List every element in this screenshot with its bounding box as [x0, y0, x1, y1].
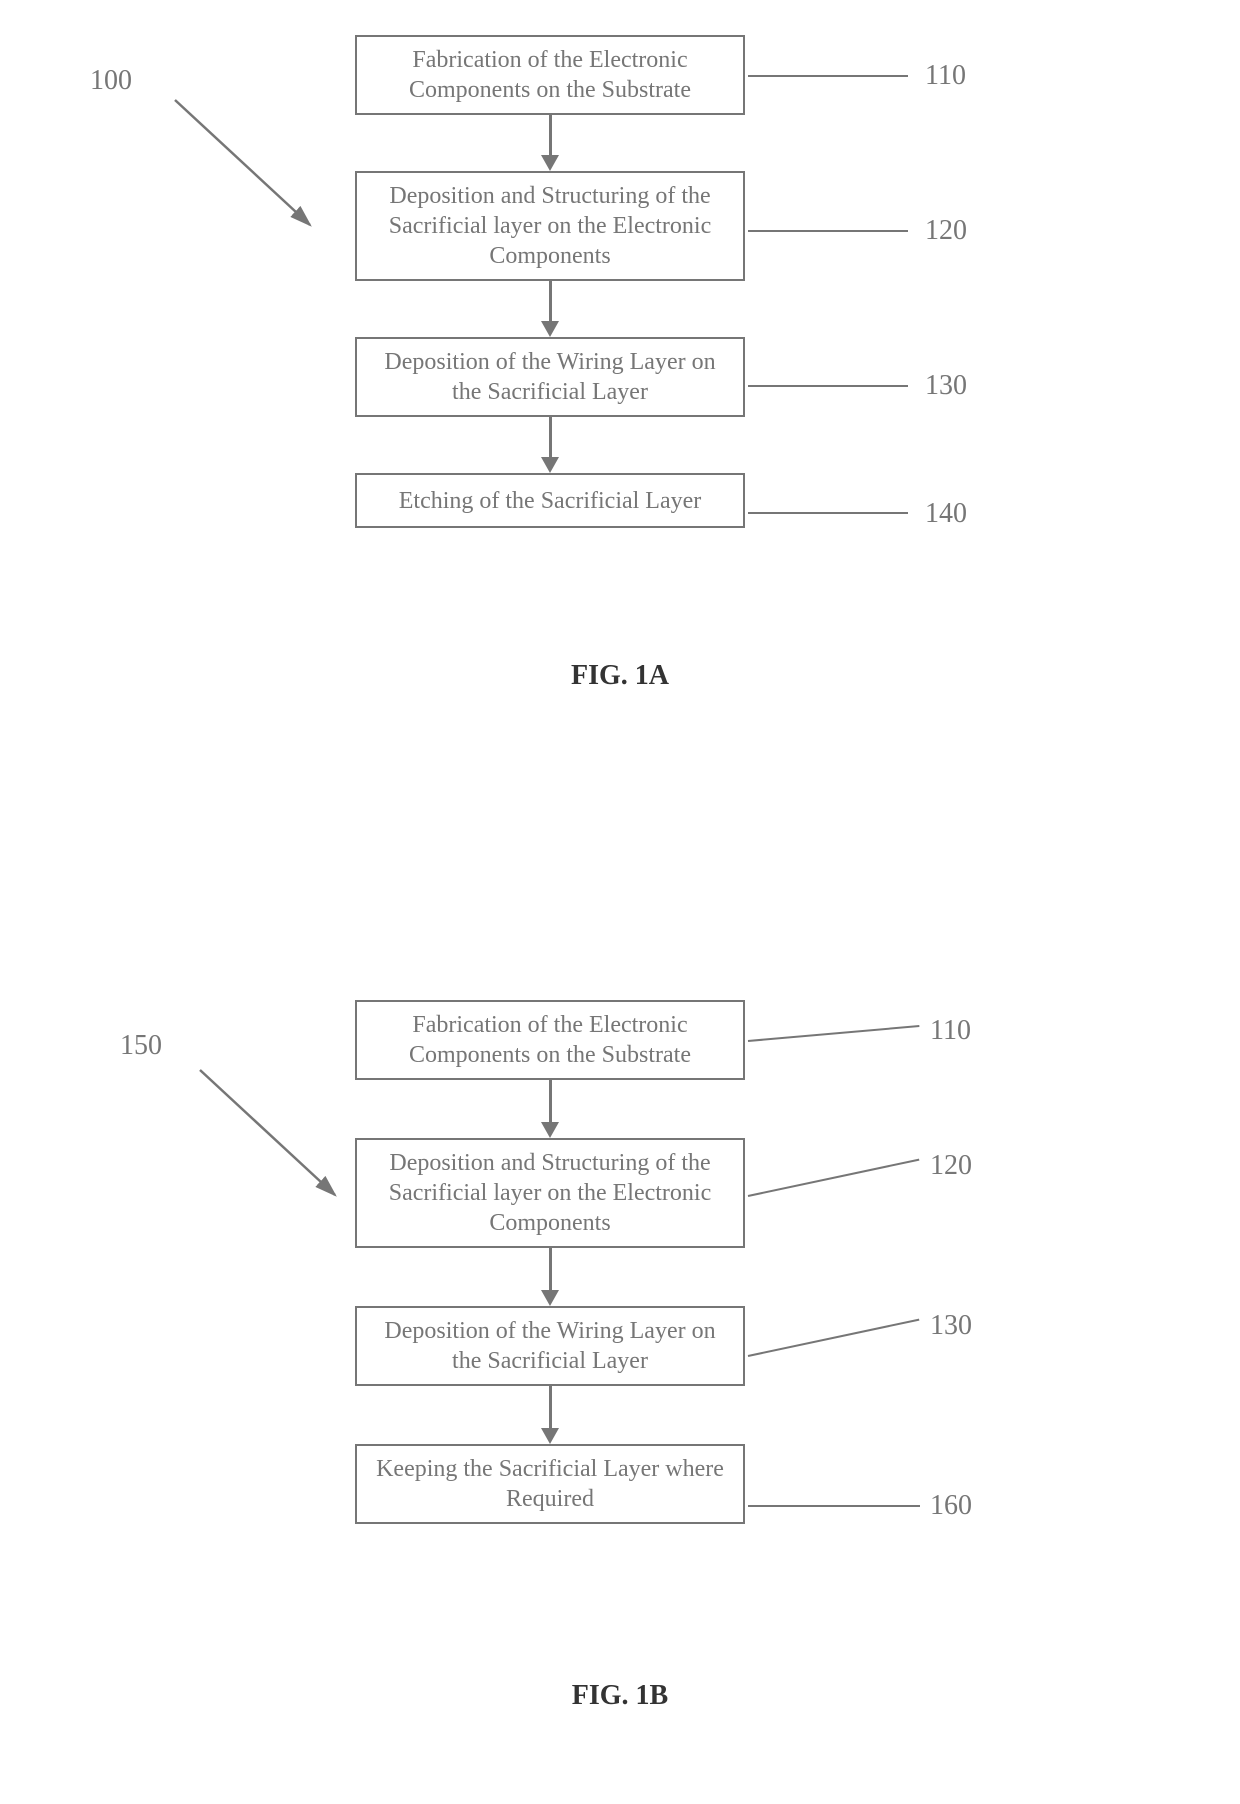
connector-120a: [748, 230, 908, 232]
node-a-1: Deposition and Structuring of the Sacrif…: [355, 171, 745, 281]
arrow-shaft: [549, 1386, 552, 1428]
arrow-b-1: [541, 1248, 559, 1306]
arrow-a-0: [541, 115, 559, 171]
arrow-head-icon: [541, 1428, 559, 1444]
arrow-b-0: [541, 1080, 559, 1138]
arrow-head-icon: [541, 321, 559, 337]
node-text: Deposition and Structuring of the Sacrif…: [375, 181, 725, 271]
connector-130b: [748, 1319, 920, 1357]
ref-label-130a: 130: [925, 370, 967, 402]
connector-120b: [748, 1159, 920, 1197]
connector-110b: [748, 1025, 920, 1042]
arrow-shaft: [549, 417, 552, 457]
node-b-0: Fabrication of the Electronic Components…: [355, 1000, 745, 1080]
ref-label-110b: 110: [930, 1015, 971, 1047]
node-text: Keeping the Sacrificial Layer where Requ…: [375, 1454, 725, 1514]
flowchart-b: Fabrication of the Electronic Components…: [355, 1000, 745, 1524]
node-b-1: Deposition and Structuring of the Sacrif…: [355, 1138, 745, 1248]
node-text: Deposition of the Wiring Layer on the Sa…: [375, 347, 725, 407]
node-text: Fabrication of the Electronic Components…: [375, 45, 725, 105]
node-a-3: Etching of the Sacrificial Layer: [355, 473, 745, 528]
arrow-b-2: [541, 1386, 559, 1444]
node-b-3: Keeping the Sacrificial Layer where Requ…: [355, 1444, 745, 1524]
node-a-0: Fabrication of the Electronic Components…: [355, 35, 745, 115]
caption-fig1a: FIG. 1A: [520, 660, 720, 692]
arrow-a-1: [541, 281, 559, 337]
arrow-head-icon: [541, 155, 559, 171]
node-b-2: Deposition of the Wiring Layer on the Sa…: [355, 1306, 745, 1386]
ref-label-150: 150: [120, 1030, 162, 1062]
arrow-shaft: [549, 281, 552, 321]
ref-label-160b: 160: [930, 1490, 972, 1522]
node-text: Fabrication of the Electronic Components…: [375, 1010, 725, 1070]
arrow-head-icon: [541, 457, 559, 473]
connector-110a: [748, 75, 908, 77]
node-text: Deposition and Structuring of the Sacrif…: [375, 1148, 725, 1238]
arrow-head-icon: [541, 1290, 559, 1306]
ref-label-120a: 120: [925, 215, 967, 247]
ref-label-140a: 140: [925, 498, 967, 530]
ref-label-120b: 120: [930, 1150, 972, 1182]
connector-130a: [748, 385, 908, 387]
connector-160b: [748, 1505, 920, 1507]
node-text: Deposition of the Wiring Layer on the Sa…: [375, 1316, 725, 1376]
ref-label-100: 100: [90, 65, 132, 97]
arrow-shaft: [549, 1248, 552, 1290]
ref-label-110a: 110: [925, 60, 966, 92]
arrow-a-2: [541, 417, 559, 473]
arrow-shaft: [549, 1080, 552, 1122]
ref-label-130b: 130: [930, 1310, 972, 1342]
flowchart-a: Fabrication of the Electronic Components…: [355, 35, 745, 528]
arrow-head-icon: [541, 1122, 559, 1138]
caption-fig1b: FIG. 1B: [520, 1680, 720, 1712]
connector-140a: [748, 512, 908, 514]
node-text: Etching of the Sacrificial Layer: [399, 486, 702, 516]
arrow-shaft: [549, 115, 552, 155]
node-a-2: Deposition of the Wiring Layer on the Sa…: [355, 337, 745, 417]
